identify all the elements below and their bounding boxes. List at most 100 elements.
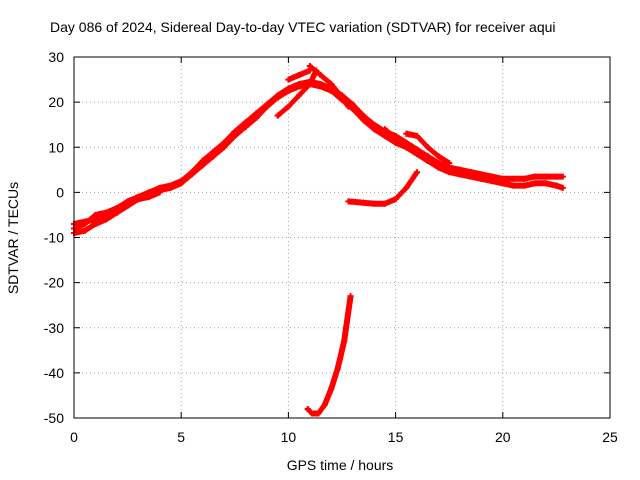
data-point [308, 410, 315, 417]
data-point [392, 196, 399, 203]
data-point [521, 175, 528, 182]
y-tick-label: -40 [44, 365, 64, 381]
data-point [113, 205, 120, 212]
data-point [349, 105, 356, 112]
data-point [403, 144, 410, 151]
data-point [135, 196, 142, 203]
data-point [339, 94, 345, 101]
data-point [521, 182, 528, 189]
series-track-f [285, 67, 313, 83]
data-point [403, 130, 410, 137]
data-point [435, 153, 442, 160]
axis-ticks: 0 5 10 15 20 25 -50 -40 -30 -20 -10 0 10 20 30 [44, 49, 618, 445]
data-point [274, 112, 281, 119]
data-point [510, 175, 517, 182]
data-point [435, 164, 442, 171]
y-tick-label: -20 [44, 275, 64, 291]
data-point [446, 160, 453, 167]
data-point [263, 103, 270, 110]
data-point [296, 72, 303, 79]
data-point [392, 135, 399, 142]
data-point [381, 126, 388, 133]
x-tick-label: 15 [388, 429, 404, 445]
data-point [553, 173, 560, 180]
data-series [71, 63, 566, 417]
y-tick-label: 10 [48, 139, 64, 155]
data-point [81, 220, 88, 227]
data-point [199, 162, 206, 169]
data-point [188, 171, 195, 178]
x-tick-label: 0 [70, 429, 78, 445]
y-tick-label: 30 [48, 49, 64, 65]
data-point [553, 182, 560, 189]
data-point [328, 385, 335, 392]
data-point [306, 81, 313, 88]
data-point [285, 76, 292, 83]
y-tick-label: 0 [56, 184, 64, 200]
x-tick-label: 10 [281, 429, 297, 445]
data-point [414, 132, 421, 139]
data-point [381, 132, 388, 139]
data-point [510, 182, 517, 189]
series-track-j [304, 293, 354, 417]
series-track-c [71, 189, 163, 232]
data-point [334, 365, 341, 372]
data-point [360, 117, 367, 124]
data-point [381, 200, 388, 207]
data-point [242, 123, 249, 130]
data-point [321, 401, 328, 408]
data-point [315, 410, 322, 417]
data-point [167, 184, 174, 191]
data-point [345, 198, 352, 205]
y-tick-label: -10 [44, 230, 64, 246]
data-point [414, 151, 421, 158]
data-point [499, 180, 506, 187]
data-point [103, 216, 110, 223]
data-point [478, 175, 485, 182]
data-point [531, 180, 538, 187]
data-point [156, 189, 163, 196]
data-point [274, 94, 281, 101]
data-point [424, 144, 431, 151]
data-point [317, 72, 324, 79]
data-point [317, 83, 324, 90]
data-point [221, 144, 228, 151]
y-tick-label: 20 [48, 94, 64, 110]
data-point [542, 180, 549, 187]
data-point [178, 180, 185, 187]
data-point [146, 193, 153, 200]
y-tick-label: -30 [44, 320, 64, 336]
series-track-i [345, 169, 421, 207]
data-point [92, 220, 99, 227]
data-point [231, 132, 238, 139]
data-point [296, 83, 303, 90]
data-point [456, 171, 463, 178]
data-point [285, 103, 292, 110]
data-point [467, 173, 474, 180]
y-axis-label: SDTVAR / TECUs [5, 182, 21, 294]
data-point [371, 200, 378, 207]
data-point [403, 184, 410, 191]
data-point [210, 153, 217, 160]
data-point [542, 173, 549, 180]
data-point [103, 209, 110, 216]
data-point [414, 169, 421, 176]
data-point [446, 169, 453, 176]
data-point [424, 157, 431, 164]
data-point [92, 211, 99, 218]
data-point [559, 173, 566, 180]
data-point [328, 81, 335, 88]
data-point [81, 227, 88, 234]
data-point [304, 405, 311, 412]
data-point [360, 199, 367, 206]
data-point [559, 184, 566, 191]
data-point [531, 173, 538, 180]
data-point [328, 87, 335, 94]
data-point [296, 92, 303, 99]
data-point [253, 114, 260, 121]
series-track-g [381, 126, 431, 164]
data-point [306, 67, 313, 74]
data-point [341, 338, 348, 345]
chart-title: Day 086 of 2024, Sidereal Day-to-day VTE… [50, 19, 556, 35]
